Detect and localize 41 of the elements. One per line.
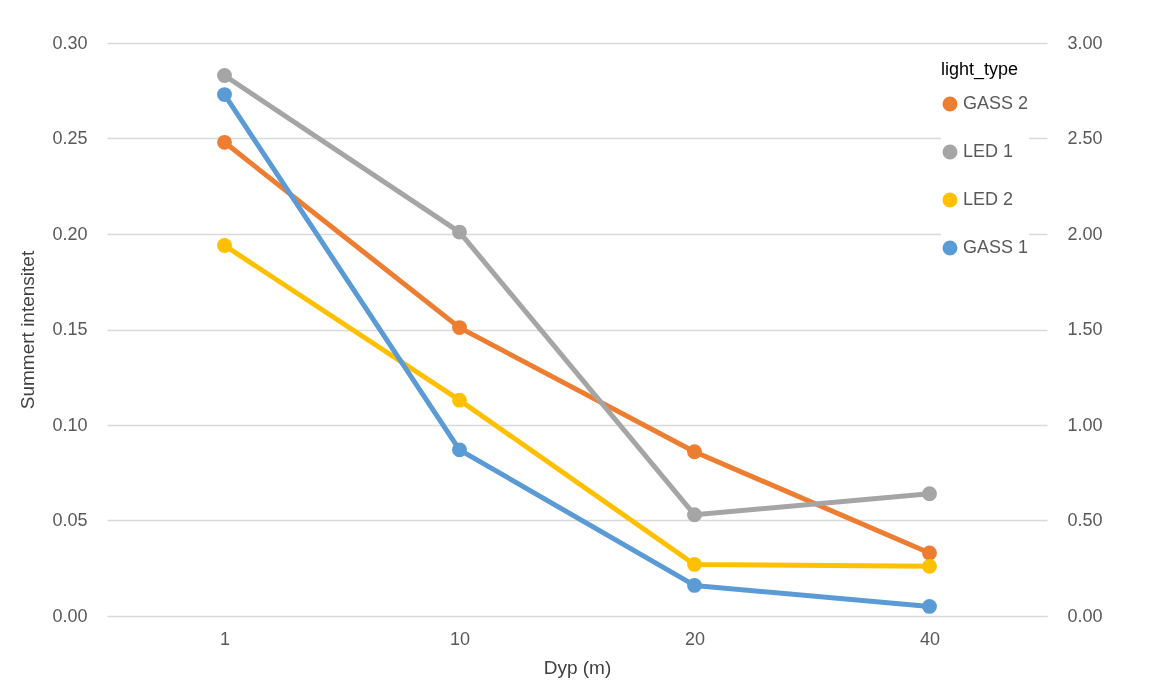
y2-tick-label: 2.50 [1067, 128, 1103, 148]
point [452, 224, 467, 240]
y2-tick-label: 0.50 [1067, 510, 1103, 530]
y-tick-label: 0.05 [52, 510, 88, 530]
y2-tick-label: 1.00 [1067, 414, 1103, 435]
point [922, 599, 937, 614]
point [452, 442, 467, 458]
point [452, 320, 467, 335]
point [922, 558, 937, 574]
y-tick-label: 0.10 [52, 414, 88, 435]
point [687, 444, 702, 460]
y2-tick-label: 1.50 [1067, 319, 1103, 339]
point [217, 134, 232, 150]
x-tick-label: 10 [449, 628, 471, 649]
point [217, 238, 232, 253]
y2-tick-label: 3.00 [1067, 32, 1103, 53]
x-axis-title: Dyp (m) [543, 656, 612, 678]
legend-label: LED 1 [963, 141, 1014, 161]
legend-label: GASS 1 [963, 237, 1029, 257]
y-tick-label: 0.20 [52, 223, 88, 244]
x-tick-label: 20 [684, 628, 706, 649]
x-tick-label: 40 [919, 628, 941, 649]
y-tick-label: 0.00 [52, 605, 88, 626]
point [922, 486, 937, 502]
legend-title: light_type [941, 59, 1019, 80]
y-tick-label: 0.15 [52, 319, 88, 339]
point [217, 68, 232, 83]
legend-label: GASS 2 [963, 93, 1029, 113]
y-tick-label: 0.30 [52, 32, 88, 53]
y-tick-label: 0.25 [52, 128, 88, 148]
x-tick-label: 1 [219, 628, 231, 649]
point [922, 545, 937, 561]
legend-label: LED 2 [963, 189, 1014, 209]
y2-tick-label: 0.00 [1067, 605, 1103, 626]
point [687, 578, 702, 593]
point [687, 557, 702, 572]
point [687, 507, 702, 523]
point [217, 87, 232, 102]
y2-tick-label: 2.00 [1067, 223, 1103, 244]
point [452, 392, 467, 408]
y-axis-title: Summert intensitet [17, 250, 39, 410]
